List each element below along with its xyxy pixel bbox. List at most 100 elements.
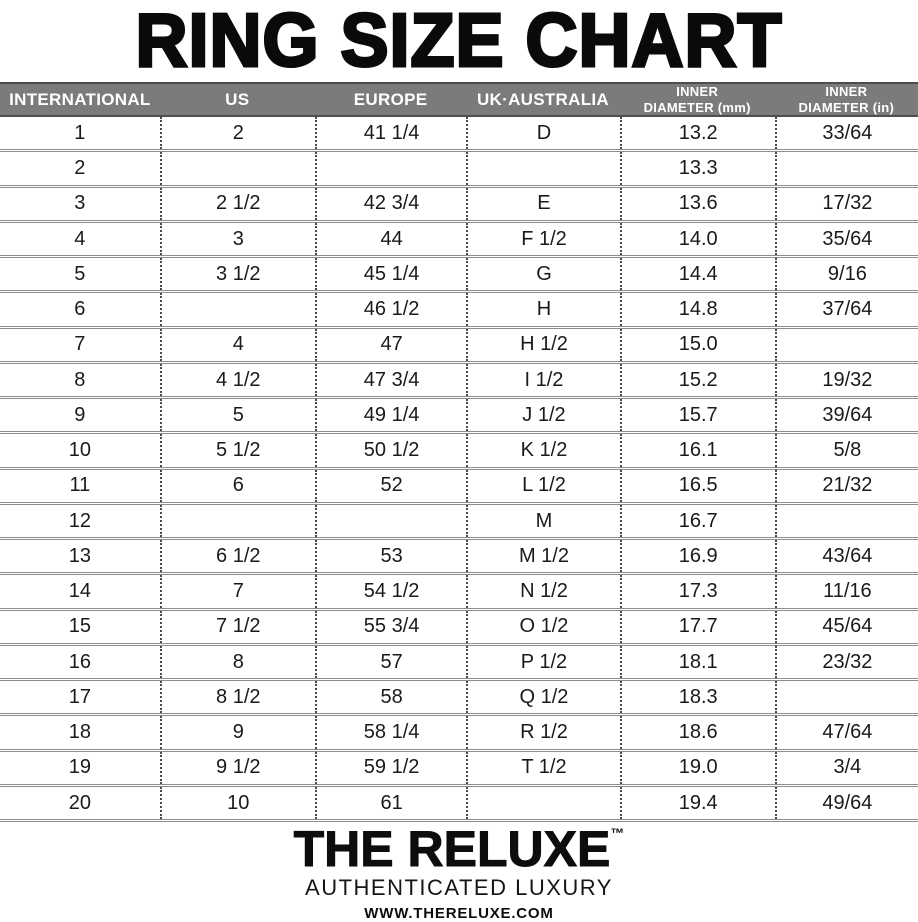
column-header-international: INTERNATIONAL (9, 89, 151, 109)
table-row: 1 2 41 1/4 D 13.2 33/64 (0, 117, 918, 153)
table-cell: 33/64 (774, 117, 918, 150)
table-cell: 2 (159, 117, 315, 150)
table-cell: 8 (74, 368, 86, 391)
table-cell: 18.3 (619, 681, 775, 714)
table-cell: 1 (74, 121, 86, 144)
table-cell: H (466, 293, 619, 326)
table-row: 3 2 1/2 42 3/4 E 13.6 17/32 (0, 187, 918, 223)
page-title: RING SIZE CHART (134, 0, 783, 84)
table-cell (159, 152, 315, 185)
table-cell: 15.2 (619, 363, 775, 397)
table-cell: 16 (68, 650, 91, 673)
table-cell: 41 1/4 (314, 117, 466, 150)
table-cell: 9 1/2 (159, 751, 315, 784)
table-cell: 4 (74, 227, 86, 250)
table-cell: 57 (314, 645, 466, 679)
table-cell: M 1/2 (466, 540, 619, 573)
table-cell: 17 (68, 685, 91, 708)
table-row: 8 4 1/2 47 3/4 I 1/2 15.2 19/32 (0, 363, 918, 400)
table-cell: 12 (68, 509, 91, 532)
table-cell: 16.7 (619, 504, 775, 538)
table-cell: 8 (159, 645, 315, 679)
table-row: 7 4 47 H 1/2 15.0 (0, 328, 918, 364)
table-cell: 10 (159, 786, 315, 820)
table-row: 15 7 1/2 55 3/4 O 1/2 17.7 45/64 (0, 610, 918, 646)
table-cell: K 1/2 (466, 434, 619, 467)
table-row: 6 46 1/2 H 14.8 37/64 (0, 293, 918, 329)
table-cell: 43/64 (774, 540, 918, 573)
table-cell: O 1/2 (466, 610, 619, 643)
table-cell: 2 (74, 157, 86, 180)
table-row: 16 8 57 P 1/2 18.1 23/32 (0, 645, 918, 682)
table-body: 1 2 41 1/4 D 13.2 33/64 2 13.3 3 2 1/2 42 3/4 E 13.6… (0, 117, 918, 823)
brand-tagline: AUTHENTICATED LUXURY (305, 875, 613, 901)
table-cell: D (466, 117, 619, 150)
column-header-europe: EUROPE (353, 89, 428, 109)
table-cell: 6 1/2 (159, 540, 315, 573)
table-row: 12 M 16.7 (0, 504, 918, 541)
table-cell: 3/4 (774, 751, 918, 784)
table-cell: 45/64 (774, 610, 918, 643)
table-cell: 7 1/2 (159, 610, 315, 643)
table-cell: 19 (68, 756, 91, 779)
table-cell: N 1/2 (466, 575, 619, 608)
table-cell: 39/64 (774, 399, 918, 432)
table-cell: 11/16 (774, 575, 918, 608)
table-cell: 42 3/4 (314, 187, 466, 220)
table-cell: 8 1/2 (159, 681, 315, 714)
table-cell: 37/64 (774, 293, 918, 326)
trademark-symbol: ™ (610, 825, 625, 842)
table-cell: 14.0 (619, 222, 775, 256)
table-row: 4 3 44 F 1/2 14.0 35/64 (0, 222, 918, 259)
table-cell: 61 (314, 786, 466, 820)
table-cell: L 1/2 (466, 469, 619, 502)
brand-logo: THE RELUXE ™ (293, 824, 625, 875)
column-header-uk-australia: UK·AUSTRALIA (476, 89, 609, 109)
table-cell: 17.3 (619, 575, 775, 608)
table-cell: 15 (68, 615, 91, 638)
table-row: 10 5 1/2 50 1/2 K 1/2 16.1 5/8 (0, 434, 918, 470)
table-cell: 49 1/4 (314, 399, 466, 432)
footer: THE RELUXE ™ AUTHENTICATED LUXURY WWW.TH… (0, 822, 918, 922)
table-cell: 59 1/2 (314, 751, 466, 784)
table-row: 14 7 54 1/2 N 1/2 17.3 11/16 (0, 575, 918, 611)
table-cell: 9 (159, 716, 315, 749)
table-cell: 58 1/4 (314, 716, 466, 749)
table-cell: 13.3 (619, 152, 775, 185)
table-row: 2 13.3 (0, 152, 918, 188)
table-cell: 50 1/2 (314, 434, 466, 467)
table-cell: 9/16 (774, 258, 918, 291)
table-row: 5 3 1/2 45 1/4 G 14.4 9/16 (0, 258, 918, 294)
table-cell: 7 (159, 575, 315, 608)
table-cell: 46 1/2 (314, 293, 466, 326)
table-cell: 45 1/4 (314, 258, 466, 291)
table-cell: 6 (74, 298, 86, 321)
table-cell: 18.1 (619, 645, 775, 679)
table-cell: E (466, 187, 619, 220)
table-cell: H 1/2 (466, 328, 619, 361)
table-cell: 21/32 (774, 469, 918, 502)
table-cell: 6 (159, 469, 315, 502)
table-cell (466, 786, 619, 820)
table-cell: 5/8 (774, 434, 918, 467)
table-cell: T 1/2 (466, 751, 619, 784)
table-cell: 5 1/2 (159, 434, 315, 467)
table-cell: F 1/2 (466, 222, 619, 256)
table-cell: 10 (68, 439, 91, 462)
table-cell: 13 (68, 544, 91, 567)
table-cell: 44 (314, 222, 466, 256)
table-row: 18 9 58 1/4 R 1/2 18.6 47/64 (0, 716, 918, 752)
table-row: 11 6 52 L 1/2 16.5 21/32 (0, 469, 918, 505)
table-cell: 11 (69, 474, 91, 497)
table-cell: 5 (74, 262, 86, 285)
table-cell: 15.7 (619, 399, 775, 432)
table-cell: 15.0 (619, 328, 775, 361)
column-header-inner-diameter-mm: INNER DIAMETER (mm) (643, 84, 751, 115)
table-cell (159, 293, 315, 326)
table-cell: G (466, 258, 619, 291)
table-row: 20 10 61 19.4 49/64 (0, 786, 918, 823)
table-cell: I 1/2 (466, 363, 619, 397)
table-cell: 47/64 (774, 716, 918, 749)
table-cell (159, 504, 315, 538)
